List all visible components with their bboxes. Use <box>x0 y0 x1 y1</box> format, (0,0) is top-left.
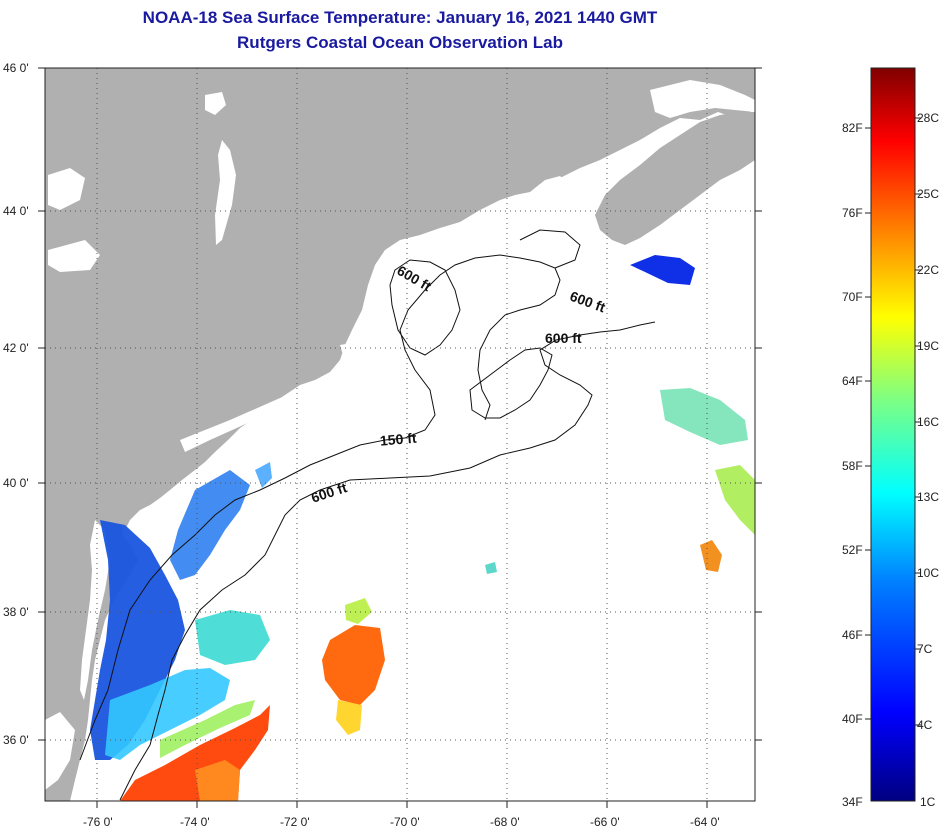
sst-patch-lightblue <box>255 462 272 488</box>
colorbar-c-label: 19C <box>917 339 939 353</box>
colorbar-c-label: 28C <box>917 111 939 125</box>
contour-shelf-east <box>519 229 581 269</box>
sst-patch-eddy-top <box>345 598 372 624</box>
lat-label: 46 0' <box>3 61 29 75</box>
lake-west <box>48 240 100 272</box>
sst-patch-green-band <box>160 700 255 758</box>
colorbar-f-label: 34F <box>842 795 863 809</box>
sst-patch-eddy-rim <box>336 700 362 735</box>
colorbar-f-label: 52F <box>842 543 863 557</box>
cape-cod-bay <box>340 340 400 380</box>
sst-data-layer <box>90 255 755 801</box>
pamlico-sound <box>45 712 75 790</box>
lon-label: -72 0' <box>280 815 310 829</box>
chesapeake-bay <box>80 520 110 700</box>
map-frame <box>44 67 756 802</box>
lon-label: -76 0' <box>83 815 113 829</box>
contour-150ft <box>79 254 561 761</box>
lake-moosehead <box>205 92 226 115</box>
sst-patch-teal <box>195 610 270 665</box>
colorbar-f-label: 76F <box>842 206 863 220</box>
lon-label: -66 0' <box>590 815 620 829</box>
sst-patch-small-cyan <box>485 562 497 574</box>
colorbar-gradient <box>870 67 916 802</box>
contour-600ft-shelf-break <box>119 321 656 801</box>
long-island-sound <box>180 390 320 452</box>
contour-georges-bank <box>469 347 553 419</box>
colorbar-c-label: 7C <box>917 642 933 656</box>
map-subtitle: Rutgers Coastal Ocean Observation Lab <box>237 33 563 52</box>
colorbar-c-label: 16C <box>917 415 939 429</box>
lon-label: -68 0' <box>490 815 520 829</box>
land-nova-scotia <box>595 112 755 245</box>
sst-patch-warm-eddy <box>322 625 385 705</box>
gulf-st-lawrence <box>650 80 755 118</box>
isobath-label: 600 ft <box>545 330 582 346</box>
bay-of-fundy <box>560 133 660 205</box>
colorbar-f-label: 82F <box>842 121 863 135</box>
colorbar-f-label: 58F <box>842 459 863 473</box>
colorbar-c-label: 25C <box>917 187 939 201</box>
lon-label: -70 0' <box>390 815 420 829</box>
map-title: NOAA-18 Sea Surface Temperature: January… <box>142 8 658 27</box>
land-mainland <box>45 68 755 801</box>
lake-ontario <box>48 168 85 210</box>
sst-patch-east-orange <box>700 540 722 572</box>
colorbar-c-label: 13C <box>917 490 939 504</box>
colorbar-c-label: 4C <box>917 718 933 732</box>
sst-patch-orange <box>195 760 240 801</box>
isobath-contours <box>79 229 656 801</box>
sst-patch-east-cyan <box>660 388 748 445</box>
colorbar-f-label: 64F <box>842 374 863 388</box>
sst-patch-cyan-south <box>105 668 230 760</box>
contour-gulf-of-maine <box>389 259 461 356</box>
lat-label: 40 0' <box>3 476 29 490</box>
colorbar-f-label: 46F <box>842 628 863 642</box>
colorbar-c-label: 10C <box>917 566 939 580</box>
lat-label: 36 0' <box>3 733 29 747</box>
lon-label: -74 0' <box>180 815 210 829</box>
colorbar-c-label: 22C <box>917 263 939 277</box>
isobath-label: 150 ft <box>379 430 417 449</box>
lat-label: 42 0' <box>3 341 29 355</box>
colorbar-ticks <box>865 117 921 726</box>
lat-label: 38 0' <box>3 605 29 619</box>
colorbar-f-label: 40F <box>842 712 863 726</box>
sst-patch-blue-shelf <box>170 470 250 580</box>
lat-label: 44 0' <box>3 204 29 218</box>
frame-ticks <box>38 67 762 808</box>
lon-label: -64 0' <box>690 815 720 829</box>
colorbar-c-label: 1C <box>920 795 936 809</box>
sst-patch-gulf-of-maine-blue <box>630 255 695 285</box>
lake-champlain <box>215 140 236 245</box>
graticule <box>45 68 755 801</box>
colorbar-f-label: 70F <box>842 290 863 304</box>
